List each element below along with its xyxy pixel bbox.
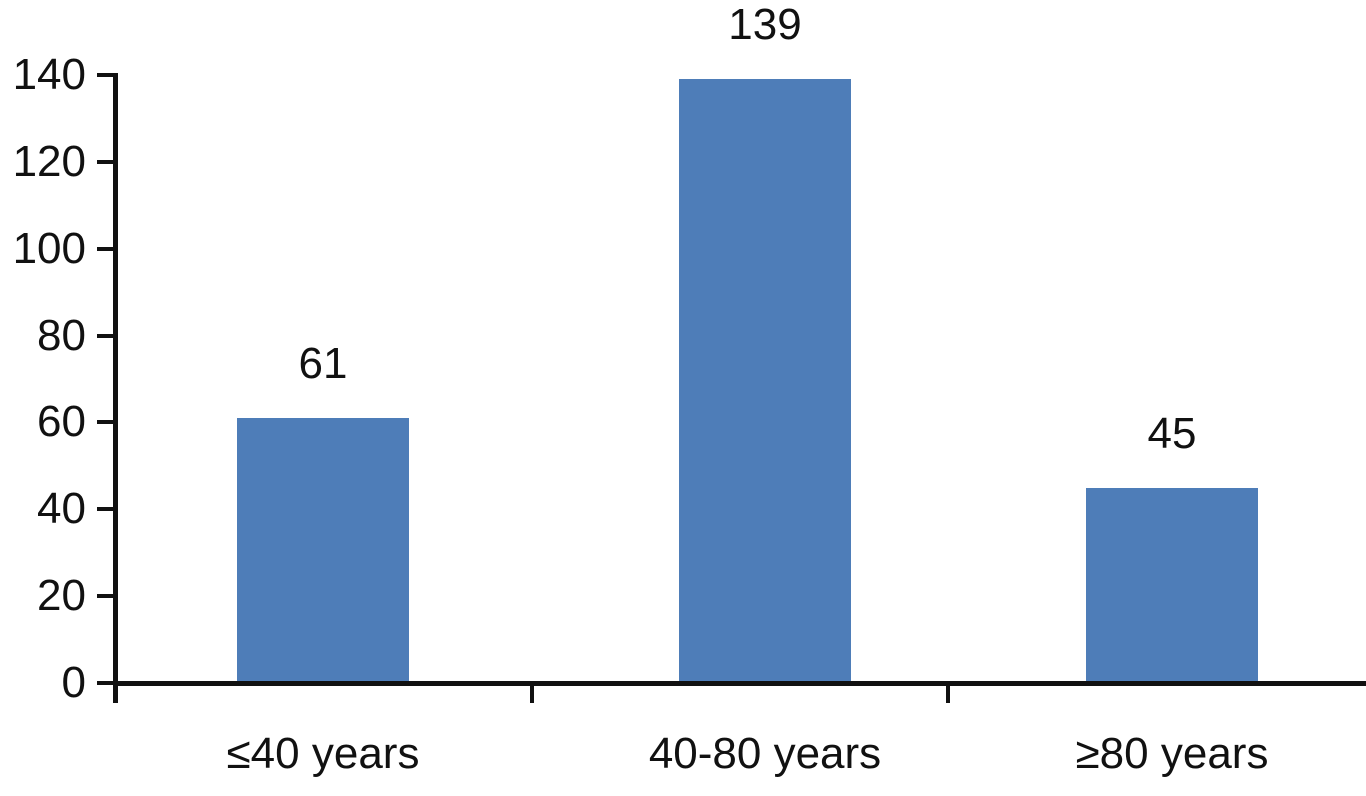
x-axis-tick xyxy=(946,683,950,703)
x-axis-tick xyxy=(113,683,117,703)
bar-le40-years xyxy=(237,418,409,683)
y-axis-tick xyxy=(97,594,113,599)
bar-ge80-years xyxy=(1086,487,1258,683)
y-axis-tick xyxy=(97,73,113,77)
x-axis-tick xyxy=(530,683,534,703)
x-axis-category-label: ≥80 years xyxy=(1075,729,1269,778)
y-axis-tick xyxy=(97,681,113,685)
y-axis-tick xyxy=(97,507,113,512)
x-axis-category-label: ≤40 years xyxy=(226,729,420,778)
bar-40-80-years xyxy=(679,79,851,683)
x-axis-category-label: 40-80 years xyxy=(648,729,882,778)
y-axis-tick-label: 80 xyxy=(37,310,86,360)
bar-value-label: 45 xyxy=(1147,408,1197,458)
y-axis-tick xyxy=(97,246,113,251)
y-axis-tick-label: 60 xyxy=(37,397,86,447)
y-axis-line xyxy=(113,73,118,703)
y-axis-tick xyxy=(97,159,113,164)
y-axis-tick xyxy=(97,420,113,425)
y-axis-tick-label: 20 xyxy=(37,571,86,621)
y-axis-tick-label: 100 xyxy=(12,223,86,273)
y-axis-tick-label: 120 xyxy=(12,136,86,186)
y-axis-tick-label: 140 xyxy=(12,50,86,99)
bar-value-label: 139 xyxy=(728,0,802,50)
y-axis-tick-label: 40 xyxy=(37,484,86,534)
y-axis-tick-label: 0 xyxy=(61,658,86,707)
x-axis-line xyxy=(113,681,1366,686)
bar-value-label: 61 xyxy=(298,339,348,389)
y-axis-tick xyxy=(97,333,113,338)
